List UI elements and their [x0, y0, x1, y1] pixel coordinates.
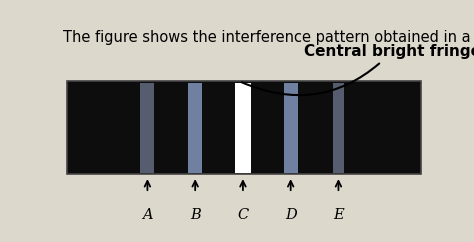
Text: B: B: [190, 208, 201, 222]
Text: Central bright fringe: Central bright fringe: [242, 44, 474, 95]
Bar: [235, 83, 251, 173]
Bar: [140, 83, 155, 173]
Bar: [66, 81, 421, 174]
Text: A: A: [142, 208, 153, 222]
Bar: [284, 83, 298, 173]
Text: E: E: [333, 208, 344, 222]
Text: C: C: [237, 208, 248, 222]
Bar: [188, 83, 202, 173]
Text: The figure shows the interference pattern obtained in a de: The figure shows the interference patter…: [63, 30, 474, 45]
Text: D: D: [285, 208, 297, 222]
Bar: [333, 83, 344, 173]
